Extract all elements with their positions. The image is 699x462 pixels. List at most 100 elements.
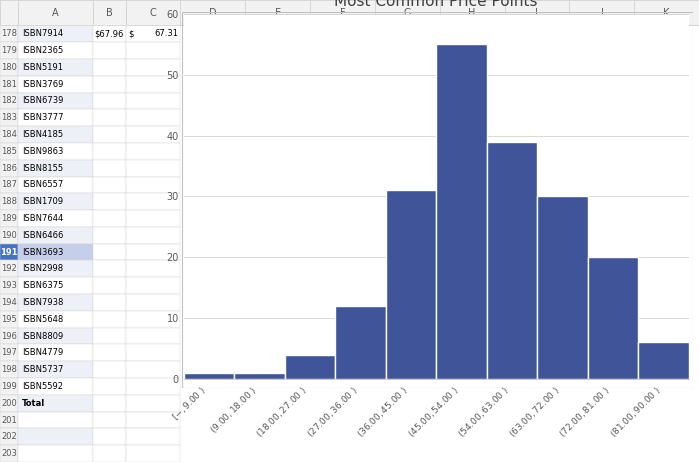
Bar xyxy=(18,244,93,261)
Bar xyxy=(126,311,180,328)
Bar xyxy=(93,42,126,59)
Bar xyxy=(184,373,234,379)
Text: E: E xyxy=(275,8,281,18)
Bar xyxy=(0,126,18,143)
Text: 182: 182 xyxy=(1,97,17,105)
Bar xyxy=(18,59,93,76)
Bar xyxy=(93,328,126,345)
Text: Total: Total xyxy=(22,399,45,408)
Bar xyxy=(0,109,18,126)
Text: ISBN9863: ISBN9863 xyxy=(22,147,63,156)
Bar xyxy=(126,378,180,395)
Bar xyxy=(126,0,180,25)
Bar xyxy=(93,210,126,227)
Bar xyxy=(18,210,93,227)
Bar xyxy=(18,277,93,294)
Bar xyxy=(93,143,126,160)
Bar xyxy=(0,345,18,361)
Text: 67.31: 67.31 xyxy=(154,29,178,38)
Bar xyxy=(180,0,245,25)
Bar xyxy=(93,395,126,412)
Text: H: H xyxy=(468,8,476,18)
Bar xyxy=(93,445,126,462)
Bar xyxy=(93,412,126,428)
Bar xyxy=(0,25,18,42)
Bar xyxy=(569,0,634,25)
Bar xyxy=(0,277,18,294)
Bar xyxy=(126,361,180,378)
Text: ISBN6739: ISBN6739 xyxy=(22,97,63,105)
Text: 184: 184 xyxy=(1,130,17,139)
Bar xyxy=(0,328,18,345)
Bar xyxy=(18,311,93,328)
Text: ISBN6375: ISBN6375 xyxy=(22,281,63,290)
Bar xyxy=(537,196,588,379)
Bar xyxy=(0,445,18,462)
Bar xyxy=(93,294,126,311)
Bar xyxy=(0,227,18,244)
Text: 193: 193 xyxy=(1,281,17,290)
Bar xyxy=(126,160,180,176)
Bar xyxy=(126,445,180,462)
Text: ISBN2365: ISBN2365 xyxy=(22,46,63,55)
Bar xyxy=(18,361,93,378)
Bar xyxy=(93,277,126,294)
Bar xyxy=(126,261,180,277)
Bar xyxy=(284,354,336,379)
Bar xyxy=(0,0,18,25)
Bar xyxy=(126,210,180,227)
Bar xyxy=(0,193,18,210)
Text: 185: 185 xyxy=(1,147,17,156)
Bar xyxy=(93,0,126,25)
Bar xyxy=(18,428,93,445)
Bar xyxy=(638,342,689,379)
Bar xyxy=(126,412,180,428)
Bar xyxy=(126,294,180,311)
Bar xyxy=(0,210,18,227)
Text: 179: 179 xyxy=(1,46,17,55)
Text: ISBN5592: ISBN5592 xyxy=(22,382,63,391)
Bar xyxy=(18,412,93,428)
Bar xyxy=(93,92,126,109)
Text: K: K xyxy=(663,8,670,18)
Bar xyxy=(440,0,505,25)
Bar xyxy=(93,109,126,126)
Bar xyxy=(0,42,18,59)
Bar xyxy=(93,227,126,244)
Bar xyxy=(126,109,180,126)
Bar xyxy=(18,294,93,311)
Bar xyxy=(93,244,126,261)
Bar xyxy=(93,160,126,176)
Bar xyxy=(18,126,93,143)
Bar xyxy=(0,378,18,395)
Text: 187: 187 xyxy=(1,181,17,189)
Text: 195: 195 xyxy=(1,315,17,324)
Bar xyxy=(18,160,93,176)
Bar xyxy=(0,143,18,160)
Bar xyxy=(386,190,436,379)
Bar xyxy=(18,92,93,109)
Text: J: J xyxy=(600,8,603,18)
Bar xyxy=(634,0,699,25)
Text: I: I xyxy=(535,8,538,18)
Bar xyxy=(0,311,18,328)
Text: C: C xyxy=(150,8,157,18)
Text: 181: 181 xyxy=(1,79,17,89)
Bar xyxy=(93,193,126,210)
Text: $67.96: $67.96 xyxy=(94,29,124,38)
Bar xyxy=(93,261,126,277)
Text: ISBN6466: ISBN6466 xyxy=(22,231,63,240)
Bar xyxy=(126,328,180,345)
Bar xyxy=(245,0,310,25)
Bar xyxy=(0,428,18,445)
Bar xyxy=(93,59,126,76)
Text: ISBN7938: ISBN7938 xyxy=(22,298,63,307)
Bar xyxy=(0,176,18,193)
Text: 189: 189 xyxy=(1,214,17,223)
Text: 202: 202 xyxy=(1,432,17,441)
Bar xyxy=(18,261,93,277)
Text: 183: 183 xyxy=(1,113,17,122)
Bar xyxy=(126,59,180,76)
Text: ISBN4779: ISBN4779 xyxy=(22,348,63,357)
Text: 198: 198 xyxy=(1,365,17,374)
